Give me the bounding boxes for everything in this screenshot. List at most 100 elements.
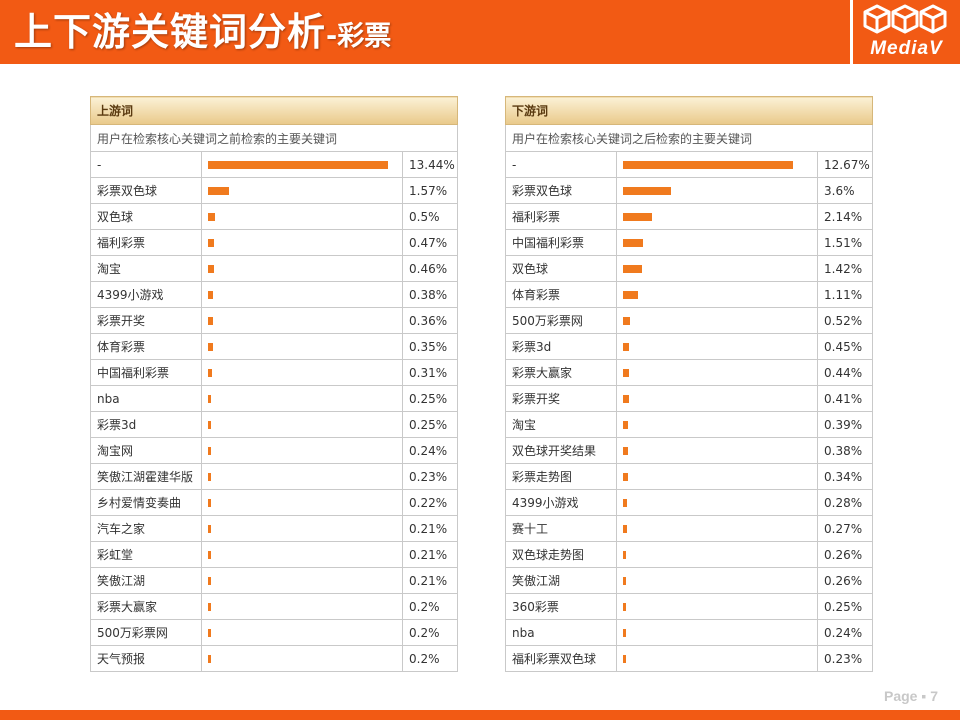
value-bar — [623, 654, 626, 663]
value-cell: 0.21% — [401, 567, 459, 594]
table-row: nba 0.25% — [90, 385, 459, 412]
value-bar — [208, 186, 229, 195]
table-row: 笑傲江湖 0.26% — [505, 567, 874, 594]
value-bar — [208, 628, 211, 637]
value-bar — [623, 186, 671, 195]
keyword-cell: 彩票3d — [505, 333, 617, 360]
value-bar — [623, 368, 629, 377]
value-cell: 0.44% — [816, 359, 874, 386]
value-bar — [623, 160, 793, 169]
table-row: 淘宝 0.39% — [505, 411, 874, 438]
keyword-cell: 笑傲江湖 — [505, 567, 617, 594]
table-row: 4399小游戏 0.28% — [505, 489, 874, 516]
value-cell: 0.23% — [401, 463, 459, 490]
value-cell: 0.21% — [401, 541, 459, 568]
bar-cell — [201, 411, 403, 438]
value-cell: 0.46% — [401, 255, 459, 282]
bar-cell — [616, 385, 818, 412]
upstream-title: 上游词 — [89, 96, 459, 125]
value-bar — [208, 290, 213, 299]
value-bar — [623, 212, 652, 221]
value-bar — [623, 238, 643, 247]
value-cell: 0.39% — [816, 411, 874, 438]
value-cell: 13.44% — [401, 151, 459, 178]
value-cell: 0.34% — [816, 463, 874, 490]
table-row: 笑傲江湖 0.21% — [90, 567, 459, 594]
table-row: 体育彩票 1.11% — [505, 281, 874, 308]
bar-cell — [616, 281, 818, 308]
keyword-cell: 乡村爱情变奏曲 — [90, 489, 202, 516]
table-row: 360彩票 0.25% — [505, 593, 874, 620]
keyword-cell: 双色球 — [505, 255, 617, 282]
value-cell: 0.24% — [401, 437, 459, 464]
downstream-title: 下游词 — [504, 96, 874, 125]
value-cell: 1.42% — [816, 255, 874, 282]
keyword-cell: 彩票开奖 — [505, 385, 617, 412]
value-bar — [208, 238, 214, 247]
bar-cell — [616, 567, 818, 594]
table-row: 淘宝网 0.24% — [90, 437, 459, 464]
bar-cell — [201, 593, 403, 620]
upstream-header-row: 上游词 — [89, 96, 459, 125]
upstream-description: 用户在检索核心关键词之前检索的主要关键词 — [89, 124, 459, 152]
page-title-sub: -彩票 — [326, 21, 392, 52]
keyword-cell: 天气预报 — [90, 645, 202, 672]
table-row: 赛十工 0.27% — [505, 515, 874, 542]
table-row: - 12.67% — [505, 151, 874, 178]
keyword-cell: 彩票大赢家 — [90, 593, 202, 620]
bar-cell — [616, 437, 818, 464]
value-cell: 0.27% — [816, 515, 874, 542]
keyword-cell: 500万彩票网 — [90, 619, 202, 646]
table-row: 双色球 0.5% — [90, 203, 459, 230]
value-bar — [208, 212, 215, 221]
value-bar — [208, 576, 211, 585]
keyword-cell: 赛十工 — [505, 515, 617, 542]
header-bar: 上下游关键词分析-彩票 MediaV — [0, 0, 960, 64]
value-bar — [623, 342, 629, 351]
bar-cell — [201, 229, 403, 256]
value-bar — [208, 316, 213, 325]
table-row: 彩票大赢家 0.44% — [505, 359, 874, 386]
keyword-cell: 笑傲江湖 — [90, 567, 202, 594]
table-row: 彩票双色球 1.57% — [90, 177, 459, 204]
table-row: 双色球 1.42% — [505, 255, 874, 282]
keyword-cell: 笑傲江湖霍建华版 — [90, 463, 202, 490]
value-bar — [623, 290, 638, 299]
bar-cell — [616, 541, 818, 568]
value-cell: 0.2% — [401, 593, 459, 620]
table-row: 彩票开奖 0.41% — [505, 385, 874, 412]
upstream-table: 上游词 用户在检索核心关键词之前检索的主要关键词 - 13.44% 彩票双色球 1.5… — [89, 96, 459, 672]
value-bar — [623, 420, 628, 429]
value-cell: 0.25% — [401, 411, 459, 438]
value-cell: 0.21% — [401, 515, 459, 542]
value-cell: 0.23% — [816, 645, 874, 672]
keyword-cell: 彩票大赢家 — [505, 359, 617, 386]
bar-cell — [616, 411, 818, 438]
table-row: 双色球走势图 0.26% — [505, 541, 874, 568]
keyword-cell: 彩票3d — [90, 411, 202, 438]
bar-cell — [201, 385, 403, 412]
bar-cell — [201, 255, 403, 282]
table-row: 双色球开奖结果 0.38% — [505, 437, 874, 464]
value-cell: 0.26% — [816, 541, 874, 568]
value-bar — [208, 264, 214, 273]
downstream-description-row: 用户在检索核心关键词之后检索的主要关键词 — [504, 124, 874, 152]
bar-cell — [201, 619, 403, 646]
keyword-cell: 中国福利彩票 — [90, 359, 202, 386]
bar-cell — [616, 463, 818, 490]
value-bar — [208, 472, 211, 481]
keyword-cell: 淘宝 — [90, 255, 202, 282]
keyword-cell: 淘宝网 — [90, 437, 202, 464]
bar-cell — [201, 307, 403, 334]
upstream-description-row: 用户在检索核心关键词之前检索的主要关键词 — [89, 124, 459, 152]
bar-cell — [616, 359, 818, 386]
value-cell: 0.22% — [401, 489, 459, 516]
keyword-cell: 彩票走势图 — [505, 463, 617, 490]
value-cell: 0.31% — [401, 359, 459, 386]
value-cell: 3.6% — [816, 177, 874, 204]
bar-cell — [616, 489, 818, 516]
bar-cell — [201, 463, 403, 490]
bar-cell — [201, 333, 403, 360]
bar-cell — [616, 151, 818, 178]
value-cell: 1.57% — [401, 177, 459, 204]
